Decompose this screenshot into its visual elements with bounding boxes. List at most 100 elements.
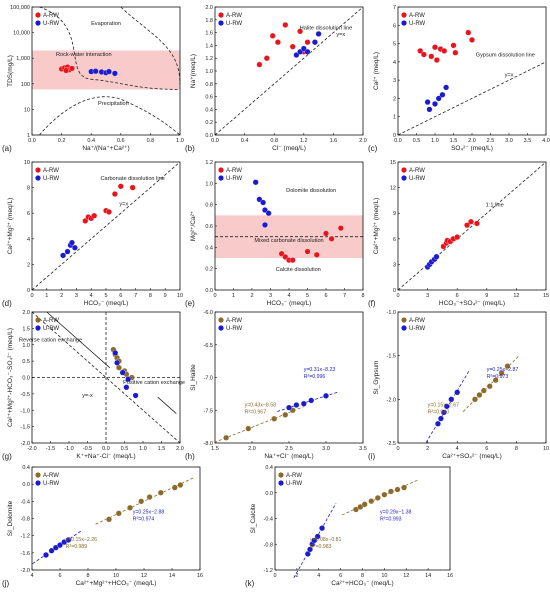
fit-r2: R²=0.983 (310, 544, 332, 550)
y-tick-label: -8.0 (204, 441, 213, 447)
data-point (60, 252, 67, 259)
y-tick-label: 0.6 (205, 224, 213, 230)
data-point (454, 389, 461, 396)
data-point (304, 248, 311, 255)
legend-label: U-RW (43, 326, 60, 332)
legend-label: A-RW (409, 13, 425, 19)
panel-label: (f) (368, 299, 376, 308)
data-point (504, 363, 511, 370)
data-point (64, 248, 71, 255)
data-point (352, 506, 359, 513)
x-tick-label: 0.4 (87, 138, 95, 144)
panel-e: 0 1 2 3 4 5 6 7 8 0.0 0.2 0.4 0.6 0.8 1.0 1.2 HCO₃⁻ (meq… (185, 160, 365, 308)
data-point (92, 68, 99, 75)
data-point (304, 39, 311, 46)
data-point (262, 221, 268, 228)
fit-equation: y=0.43x−8.58 (245, 402, 277, 408)
x-tick-label: 6 (339, 573, 342, 579)
y-tick-label: -2.0 (387, 397, 396, 403)
legend-marker (401, 12, 407, 18)
annotation: Mixed carbonate dissolution (254, 238, 323, 244)
x-tick-label: 10 (113, 573, 119, 579)
data-point (473, 220, 480, 227)
y-tick-label: 1 (27, 133, 30, 139)
data-point (311, 537, 318, 544)
annotation: Rock-water interaction (56, 52, 112, 58)
fit-r2: R²=0.974 (133, 516, 155, 522)
x-axis-label: Ca²⁺+HCO₃⁻ (meq/L) (331, 580, 393, 587)
x-tick-label: -1.5 (46, 446, 55, 452)
x-tick-label: 12 (403, 573, 409, 579)
panel-a: 0.0 0.2 0.4 0.6 0.8 1.0 1 10 100 1,000 10,000 100,0… (2, 5, 184, 153)
y-axis-label: Ca²⁺+Mg²⁺ (meq/L) (7, 198, 14, 255)
legend-marker (218, 12, 224, 18)
data-point (424, 99, 431, 106)
x-tick-label: 0.8 (147, 138, 155, 144)
legend-marker (401, 175, 407, 181)
y-tick-label: 0.4 (205, 245, 213, 251)
x-tick-label: 7 (134, 293, 137, 299)
data-point (357, 503, 364, 510)
x-tick-label: 1.5 (450, 138, 458, 144)
data-point (314, 533, 321, 540)
y-tick-label: 2.0 (205, 5, 213, 11)
data-point (263, 55, 270, 62)
data-point (300, 400, 307, 407)
y-axis-label: SI_Halite (190, 364, 197, 391)
data-point (63, 67, 69, 74)
data-point (469, 36, 475, 43)
data-point (323, 392, 329, 399)
data-point (271, 415, 278, 422)
legend-label: U-RW (43, 21, 60, 27)
legend-label: A-RW (226, 318, 242, 324)
data-point (486, 383, 493, 390)
x-tick-label: 8 (515, 446, 518, 452)
y-tick-label: 0.8 (205, 203, 213, 209)
panel-label: (c) (368, 144, 378, 153)
data-point (297, 28, 304, 35)
x-tick-label: 0.5 (121, 446, 129, 452)
data-point (328, 235, 335, 242)
x-tick-label: 0.0 (394, 138, 402, 144)
data-point (223, 434, 230, 441)
mixed-band (215, 215, 363, 258)
boundary-curve (39, 6, 181, 136)
data-point (468, 218, 474, 225)
annotation: Evaporation (91, 21, 121, 27)
y-tick-label: 0.2 (205, 267, 213, 273)
panel-label: (g) (2, 452, 12, 461)
x-tick-label: 0.4 (241, 138, 249, 144)
y-tick-label: 3 (393, 78, 396, 84)
fit-equation: y=0.08x−0.81 (310, 537, 342, 543)
x-tick-label: 15 (543, 293, 549, 299)
y-tick-label: 0 (393, 133, 396, 139)
legend-label: U-RW (409, 326, 426, 332)
x-tick-label: 7 (343, 293, 346, 299)
x-tick-label: 3.5 (524, 138, 532, 144)
data-point (381, 491, 388, 498)
annotation: y=x (119, 202, 128, 208)
legend-marker (35, 325, 41, 331)
x-tick-label: 3.5 (359, 446, 367, 452)
x-tick-label: 0 (396, 293, 399, 299)
y-tick-label: 1.2 (205, 56, 213, 62)
legend-marker (35, 12, 41, 18)
exchange-arrow (46, 311, 110, 368)
data-point (112, 349, 119, 356)
data-point (260, 199, 267, 206)
legend-marker (35, 317, 41, 323)
x-tick-label: 2 (295, 573, 298, 579)
data-point (115, 364, 122, 371)
y-axis-label: Mg²⁺/Ca²⁺ (190, 210, 197, 241)
x-tick-label: 14 (169, 573, 175, 579)
panel-label: (b) (185, 144, 195, 153)
y-tick-label: 0.5 (22, 359, 30, 365)
y-tick-label: 0.8 (205, 82, 213, 88)
data-point (440, 409, 447, 416)
y-tick-label: 0.0 (205, 133, 213, 139)
annotation: y=x (336, 32, 345, 38)
y-tick-label: -7.0 (204, 376, 213, 382)
y-tick-label: 0 (27, 288, 30, 294)
data-point (420, 51, 427, 58)
